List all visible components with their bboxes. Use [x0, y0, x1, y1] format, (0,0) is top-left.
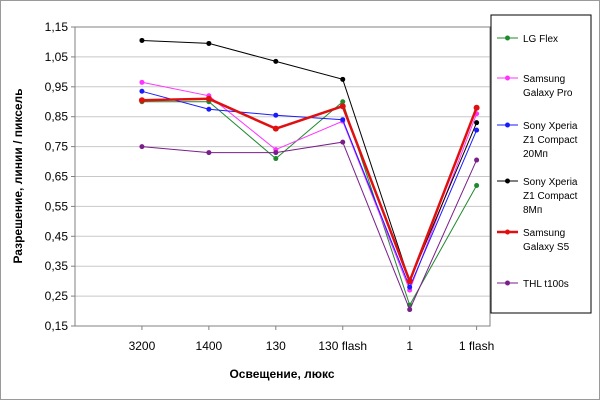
- legend-label: Galaxy Pro: [523, 88, 573, 99]
- x-tick-label: 130: [266, 339, 286, 353]
- data-point: [406, 278, 413, 285]
- data-point: [474, 127, 480, 133]
- legend-label: Z1 Compact: [523, 135, 578, 146]
- data-point: [474, 157, 480, 163]
- legend-label: Samsung: [523, 228, 565, 239]
- x-tick-label: 1400: [196, 339, 223, 353]
- y-tick-label: 1,15: [45, 20, 69, 34]
- x-axis-title: Освещение, люкс: [229, 367, 334, 381]
- y-tick-label: 0,35: [45, 259, 69, 273]
- legend-box: [490, 14, 592, 314]
- legend-swatch-marker: [505, 35, 510, 41]
- series-group: [138, 37, 480, 313]
- legend-swatch-marker: [505, 280, 510, 286]
- y-tick-label: 0,45: [45, 229, 69, 243]
- legend-swatch-marker: [505, 75, 510, 81]
- data-point: [473, 104, 480, 111]
- legend-item: Sony Xperia Z1 Compact 20Мп: [497, 121, 578, 160]
- y-tick-label: 0,55: [45, 199, 69, 213]
- x-tick-label: 130 flash: [318, 339, 367, 353]
- data-point: [205, 95, 212, 102]
- data-point: [339, 103, 346, 110]
- y-tick-label: 0,85: [45, 110, 69, 124]
- data-point: [138, 97, 145, 104]
- legend-swatch-marker: [505, 122, 510, 128]
- data-point: [206, 106, 212, 112]
- data-point: [139, 79, 145, 85]
- y-tick-label: 0,25: [45, 289, 69, 303]
- data-point: [407, 284, 413, 290]
- legend: LG Flex Samsung Galaxy Pro Sony Xperia Z1 Co…: [497, 34, 578, 290]
- legend-item: LG Flex: [497, 34, 558, 45]
- y-tick-label: 0,65: [45, 170, 69, 184]
- data-point: [139, 144, 145, 150]
- y-axis-ticks: 0,15 0,25 0,35 0,45 0,55 0,65 0,75 0,85 0,95 1,05…: [45, 20, 75, 333]
- legend-label: Sony Xperia: [523, 121, 578, 132]
- y-axis-title: Разрешение, линии / пиксель: [11, 88, 25, 263]
- series-6: [139, 139, 480, 313]
- legend-swatch-marker: [505, 229, 510, 235]
- data-point: [272, 125, 279, 132]
- data-point: [206, 150, 212, 156]
- y-tick-label: 0,75: [45, 140, 69, 154]
- x-tick-label: 3200: [129, 339, 156, 353]
- legend-label: 8Мп: [523, 205, 542, 216]
- legend-label: LG Flex: [523, 34, 558, 45]
- x-tick-label: 1: [406, 339, 413, 353]
- legend-item: Samsung Galaxy S5: [497, 228, 570, 253]
- legend-label: Samsung: [523, 74, 565, 85]
- series-line: [141, 141, 478, 311]
- legend-item: Samsung Galaxy Pro: [497, 74, 573, 99]
- y-tick-label: 0,95: [45, 80, 69, 94]
- legend-item: THL t100s: [497, 279, 569, 290]
- x-tick-label: 1 flash: [459, 339, 494, 353]
- legend-label: Sony Xperia: [523, 177, 578, 188]
- series-line: [141, 97, 478, 285]
- data-point: [340, 117, 346, 123]
- data-point: [206, 40, 212, 46]
- y-tick-label: 1,05: [45, 50, 69, 64]
- data-point: [139, 37, 145, 43]
- series-5: [138, 95, 480, 285]
- legend-label: Z1 Compact: [523, 191, 578, 202]
- data-point: [273, 58, 279, 64]
- data-point: [273, 156, 279, 162]
- data-point: [340, 76, 346, 82]
- y-tick-label: 0,15: [45, 319, 69, 333]
- legend-label: Galaxy S5: [523, 242, 570, 253]
- data-point: [407, 307, 413, 313]
- legend-label: 20Мп: [523, 149, 548, 160]
- data-point: [273, 112, 279, 118]
- legend-item: Sony Xperia Z1 Compact 8Мп: [497, 177, 578, 216]
- legend-label: THL t100s: [523, 279, 569, 290]
- data-point: [139, 88, 145, 94]
- x-axis-ticks: 3200 1400 130 130 flash 1 1 flash: [129, 326, 494, 353]
- data-point: [340, 139, 346, 145]
- data-point: [273, 150, 279, 156]
- legend-swatch-marker: [505, 178, 510, 184]
- data-point: [340, 99, 346, 105]
- data-point: [474, 120, 480, 126]
- data-point: [474, 182, 480, 188]
